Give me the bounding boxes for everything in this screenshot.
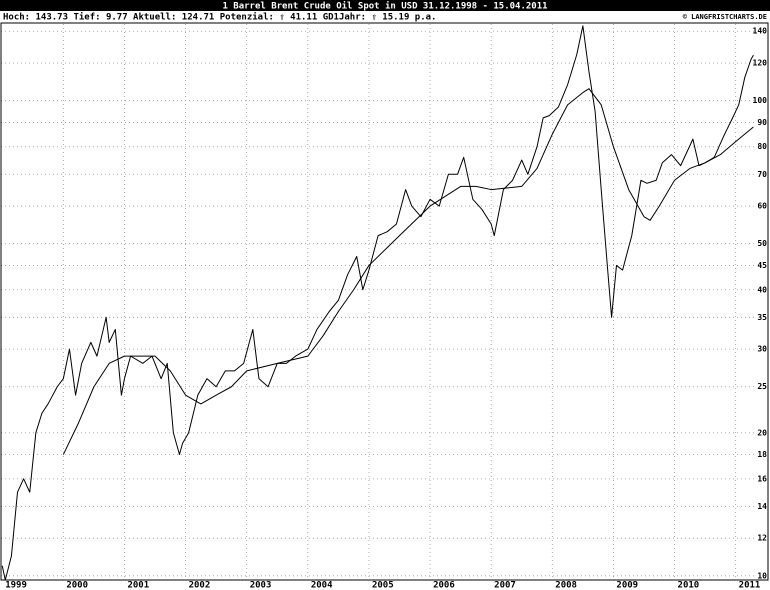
frame [0, 22, 769, 581]
x-tick-label: 2011 [739, 581, 761, 590]
y-tick-label: 25 [757, 382, 767, 391]
y-tick-label-bg [755, 201, 768, 212]
y-tick-label-bg [755, 238, 768, 249]
y-tick-label-bg [755, 501, 768, 512]
title-bar [0, 0, 770, 11]
y-tick-label-bg [755, 449, 768, 460]
plot: 10 12 14 16 18 20 25 30 35 40 45 50 60 70 80 90 100 120 14… [1, 24, 768, 590]
x-tick-label: 2002 [189, 581, 211, 590]
y-tick-label: 10 [757, 571, 767, 580]
y-tick-label-bg [755, 473, 768, 484]
y-tick-label-bg [755, 284, 768, 295]
y-tick-label: 100 [753, 96, 768, 105]
y-tick-label-bg [755, 312, 768, 323]
y-tick-label-bg [755, 169, 768, 180]
y-tick-label-bg [755, 58, 768, 69]
y-tick-label: 70 [757, 170, 767, 179]
y-tick-label-bg [755, 533, 768, 544]
x-tick-label: 2000 [66, 581, 88, 590]
x-tick-label: 2010 [678, 581, 700, 590]
y-tick-label-bg [755, 427, 768, 438]
y-tick-label-bg [755, 260, 768, 271]
x-tick-label: 2009 [616, 581, 638, 590]
y-tick-label: 40 [757, 285, 767, 294]
y-tick-label: 16 [757, 474, 767, 483]
chart-title: 1 Barrel Brent Crude Oil Spot in USD 31.… [222, 1, 547, 12]
x-tick-label: 2004 [311, 581, 333, 590]
chart-subtitle: Hoch: 143.73 Tief: 9.77 Aktuell: 124.71 … [3, 12, 436, 23]
y-tick-label: 120 [753, 59, 768, 68]
y-tick-label: 18 [757, 450, 767, 459]
price-line [1, 25, 754, 581]
y-tick-label-bg [755, 570, 768, 581]
y-tick-label: 50 [757, 239, 767, 248]
y-tick-label: 35 [757, 313, 767, 322]
y-tick-label: 45 [757, 261, 767, 270]
y-tick-label-bg [755, 117, 768, 128]
x-tick-label: 2006 [433, 581, 455, 590]
y-tick-label: 12 [757, 534, 767, 543]
source: © LANGFRISTCHARTS.DE [683, 13, 767, 21]
x-tick-label: 2008 [555, 581, 577, 590]
y-tick-label: 30 [757, 345, 767, 354]
price-line [62, 88, 754, 455]
y-tick-label: 20 [757, 428, 767, 437]
y-tick-label-bg [755, 344, 768, 355]
x-tick-label: 2007 [494, 581, 516, 590]
y-tick-label: 60 [757, 202, 767, 211]
y-tick-label-bg [755, 381, 768, 392]
y-tick-label-bg [755, 26, 768, 37]
y-tick-label-bg [755, 141, 768, 152]
y-tick-label: 80 [757, 142, 767, 151]
y-tick-label: 90 [757, 118, 767, 127]
x-tick-label: 2005 [372, 581, 394, 590]
x-tick-label: 2003 [250, 581, 272, 590]
y-tick-label-bg [755, 95, 768, 106]
y-tick-label: 14 [757, 502, 767, 511]
y-tick-label: 140 [753, 27, 768, 36]
x-tick-label: 1999 [5, 581, 27, 590]
x-tick-label: 2001 [127, 581, 149, 590]
